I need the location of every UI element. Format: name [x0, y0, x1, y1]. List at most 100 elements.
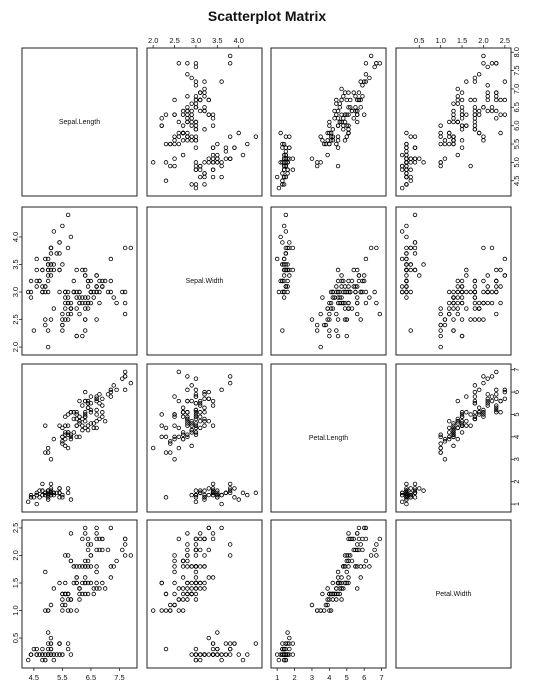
- data-point: [48, 646, 54, 652]
- data-point: [105, 289, 111, 295]
- data-point: [172, 436, 177, 442]
- data-point: [80, 580, 85, 586]
- data-point: [442, 436, 448, 442]
- data-point: [290, 156, 296, 161]
- data-point: [82, 389, 88, 395]
- data-point: [65, 430, 71, 435]
- data-point: [481, 300, 486, 306]
- data-point: [65, 641, 71, 646]
- data-point: [180, 414, 186, 419]
- data-point: [363, 256, 369, 262]
- data-point: [206, 389, 211, 395]
- panel-frame: [270, 47, 387, 197]
- data-point: [172, 394, 177, 399]
- data-point: [334, 141, 339, 147]
- data-point: [97, 392, 102, 397]
- data-point: [351, 267, 356, 273]
- panel-frame: [146, 519, 263, 669]
- data-point: [455, 311, 460, 317]
- data-point: [28, 495, 34, 500]
- data-point: [80, 403, 85, 408]
- data-point: [274, 256, 280, 262]
- data-point: [498, 398, 503, 404]
- data-point: [28, 492, 34, 498]
- data-point: [404, 486, 409, 491]
- data-point: [77, 421, 82, 426]
- data-point: [494, 97, 499, 103]
- data-point: [253, 641, 259, 646]
- data-point: [172, 457, 177, 462]
- data-point: [455, 94, 460, 99]
- data-point: [172, 134, 177, 139]
- data-point: [356, 90, 362, 95]
- data-point: [74, 575, 79, 580]
- data-point: [337, 586, 343, 591]
- data-point: [193, 127, 199, 132]
- data-point: [172, 141, 177, 147]
- data-point: [476, 387, 482, 393]
- data-point: [459, 421, 465, 426]
- data-point: [94, 569, 99, 575]
- data-point: [412, 145, 418, 150]
- data-point: [355, 311, 360, 317]
- data-point: [189, 182, 194, 187]
- data-point: [57, 423, 62, 428]
- data-point: [334, 328, 339, 333]
- data-point: [159, 580, 164, 586]
- data-point: [408, 267, 413, 273]
- data-point: [193, 542, 199, 547]
- data-point: [455, 101, 460, 106]
- data-point: [355, 300, 360, 306]
- data-point: [408, 245, 413, 251]
- data-point: [215, 646, 220, 652]
- data-point: [253, 490, 259, 496]
- data-point: [198, 564, 203, 569]
- data-point: [502, 396, 508, 402]
- data-point: [34, 490, 39, 496]
- data-point: [481, 245, 486, 251]
- data-point: [48, 267, 54, 273]
- data-point: [60, 492, 65, 498]
- data-point: [97, 278, 102, 284]
- data-point: [285, 156, 290, 161]
- data-point: [502, 79, 508, 84]
- data-point: [111, 295, 116, 300]
- data-point: [202, 553, 207, 558]
- data-point: [57, 495, 62, 500]
- data-point: [51, 229, 57, 234]
- data-point: [344, 317, 349, 322]
- data-point: [489, 374, 495, 379]
- data-point: [180, 591, 186, 597]
- data-point: [489, 108, 495, 114]
- data-point: [280, 160, 285, 165]
- data-point: [43, 608, 48, 613]
- data-point: [451, 300, 456, 306]
- data-point: [193, 407, 199, 413]
- data-point: [185, 423, 190, 428]
- data-point: [150, 160, 156, 165]
- data-point: [65, 245, 71, 251]
- data-point: [472, 410, 478, 415]
- data-point: [180, 430, 186, 435]
- data-point: [464, 289, 469, 295]
- data-point: [100, 396, 105, 402]
- data-point: [94, 396, 99, 402]
- data-point: [219, 163, 224, 169]
- data-point: [100, 284, 105, 289]
- data-point: [51, 262, 57, 267]
- data-point: [348, 97, 353, 103]
- data-point: [108, 256, 114, 262]
- data-point: [180, 130, 186, 136]
- data-point: [91, 421, 96, 426]
- top-axis-col4: 0.5 1.0 1.5 2.0 2.5: [414, 36, 510, 48]
- data-point: [198, 536, 203, 542]
- data-point: [404, 284, 409, 289]
- data-point: [94, 547, 99, 553]
- tick-label: 2.0: [148, 36, 158, 45]
- panel-r1-c4: [395, 47, 512, 197]
- data-point: [193, 536, 199, 542]
- data-point: [404, 256, 409, 262]
- data-point: [100, 278, 105, 284]
- data-point: [189, 652, 194, 657]
- data-point: [172, 112, 177, 117]
